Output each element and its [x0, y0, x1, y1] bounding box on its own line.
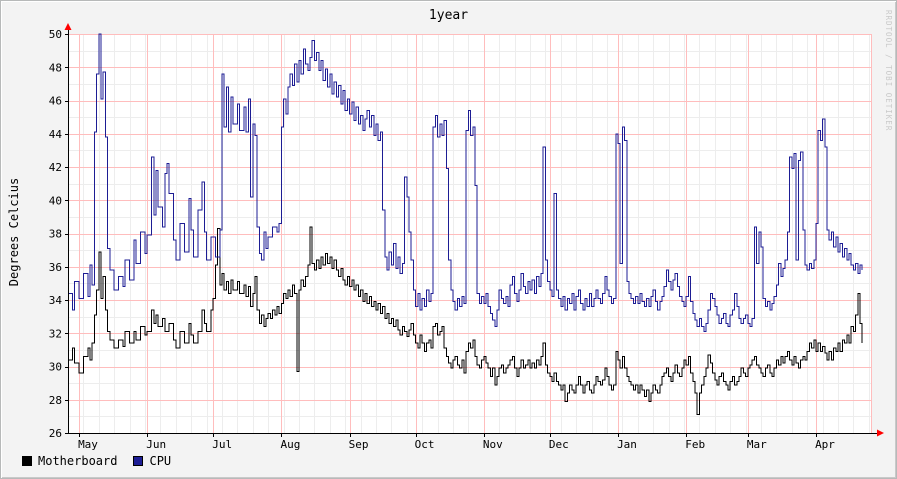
grid-minor	[68, 34, 871, 433]
y-tick-label: 26	[49, 427, 62, 440]
cpu-series-line	[68, 33, 863, 333]
graph-title: 1year	[428, 8, 469, 23]
rrdtool-watermark: RRDTOOL / TOBI OETIKER	[884, 10, 893, 132]
x-tick-label: Dec	[549, 438, 569, 451]
y-tick-label: 28	[49, 394, 62, 407]
x-axis-arrow-icon	[877, 429, 884, 437]
y-axis-label: Degrees Celcius	[7, 177, 21, 287]
y-axis-arrow-icon	[64, 23, 72, 30]
x-tick-label: Oct	[415, 438, 435, 451]
x-tick-label: Jan	[617, 438, 637, 451]
axes	[65, 29, 877, 437]
legend-swatch-cpu	[133, 456, 144, 466]
plot-background	[68, 34, 871, 433]
x-tick-label: Nov	[483, 438, 503, 451]
y-tick-label: 30	[49, 361, 62, 374]
legend: Motherboard CPU	[22, 453, 187, 469]
y-tick-label: 34	[49, 294, 63, 307]
x-tick-label: Mar	[747, 438, 767, 451]
y-tick-label: 42	[49, 161, 62, 174]
y-tick-label: 46	[49, 95, 62, 108]
x-tick-label: Feb	[685, 438, 705, 451]
y-tick-label: 36	[49, 261, 62, 274]
x-tick-label: Jun	[146, 438, 166, 451]
x-tick-label: May	[78, 438, 98, 451]
tick-labels: 26 28 30 32 34 36 38 40 42 44 46 48 50 May Jun Jul Aug Se…	[49, 28, 836, 451]
x-tick-label: Aug	[280, 438, 300, 451]
x-tick-label: Jul	[212, 438, 232, 451]
y-tick-label: 32	[49, 327, 62, 340]
y-tick-label: 48	[49, 61, 62, 74]
y-tick-label: 44	[49, 128, 63, 141]
legend-label-motherboard: Motherboard	[38, 454, 118, 468]
motherboard-series-line	[68, 226, 863, 416]
x-tick-label: Sep	[349, 438, 369, 451]
y-tick-label: 50	[49, 28, 62, 41]
y-tick-label: 40	[49, 194, 62, 207]
y-tick-label: 38	[49, 228, 62, 241]
legend-label-cpu: CPU	[149, 454, 172, 468]
x-tick-label: Apr	[815, 438, 835, 451]
legend-swatch-motherboard	[22, 456, 32, 466]
